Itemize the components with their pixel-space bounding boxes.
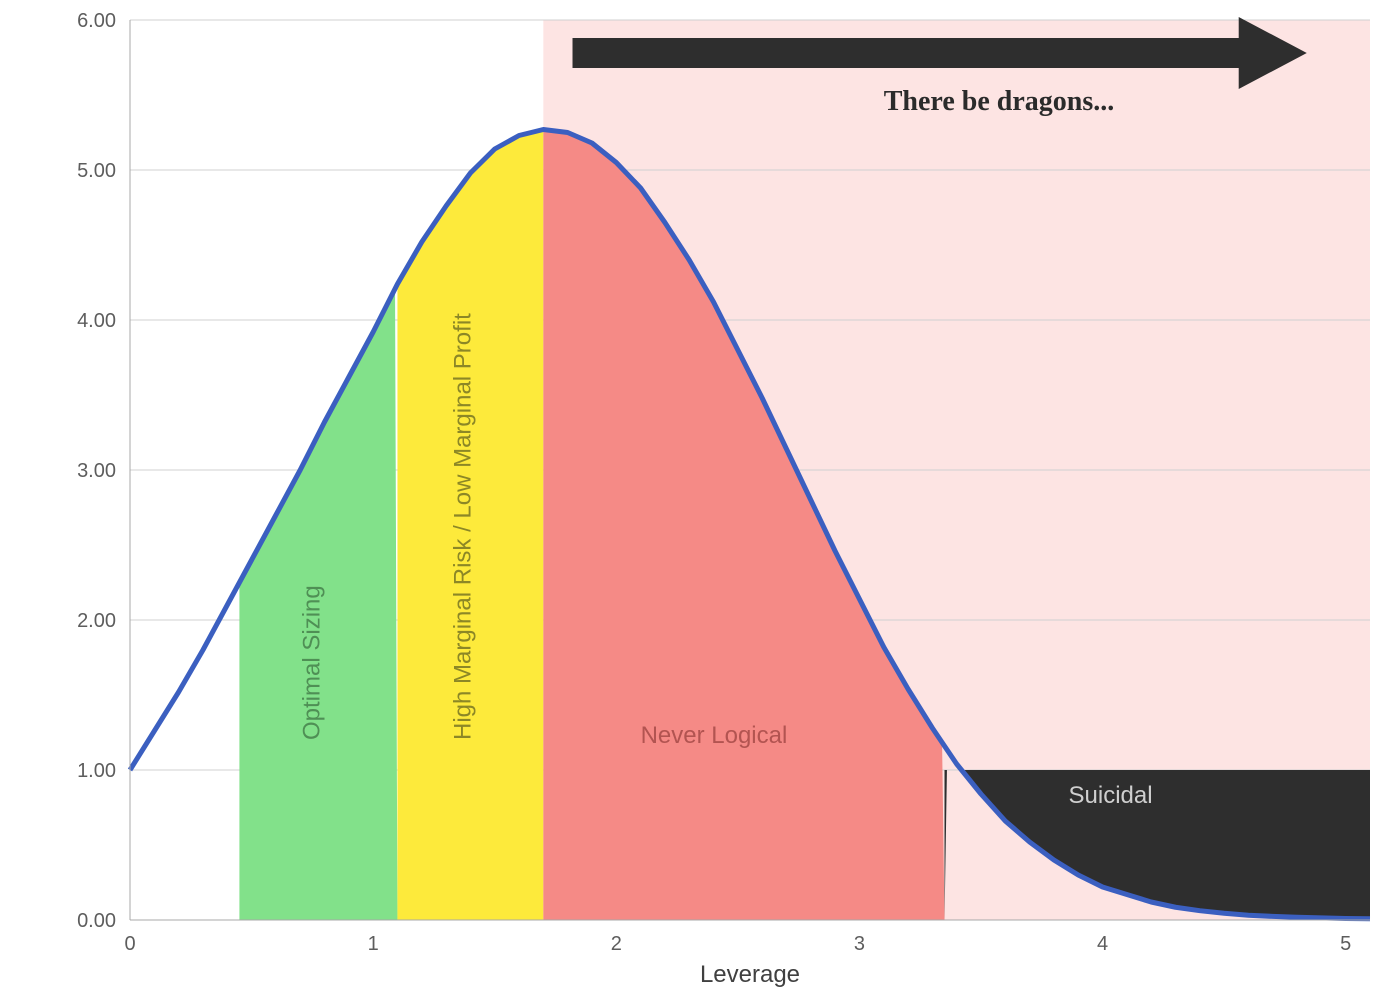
zone-label-optimal: Optimal Sizing <box>299 585 326 740</box>
y-tick-label: 6.00 <box>77 10 116 32</box>
x-tick-label: 5 <box>1340 933 1351 955</box>
y-tick-label: 3.00 <box>77 460 116 482</box>
y-tick-label: 5.00 <box>77 160 116 182</box>
zone-label-suicidal: Suicidal <box>1069 782 1153 809</box>
zone-label-highrisk: High Marginal Risk / Low Marginal Profit <box>449 313 476 740</box>
zone-label-never: Never Logical <box>641 722 788 749</box>
leverage-chart: 0.00 1.00 2.00 3.00 4.00 5.00 6.00 0 1 2 3 4 5 Levera… <box>0 0 1400 1000</box>
x-tick-label: 4 <box>1097 933 1108 955</box>
x-axis-title: Leverage <box>700 961 800 988</box>
y-tick-label: 2.00 <box>77 610 116 632</box>
y-tick-label: 0.00 <box>77 910 116 932</box>
x-tick-label: 3 <box>854 933 865 955</box>
x-tick-label: 2 <box>611 933 622 955</box>
x-tick-label: 1 <box>368 933 379 955</box>
dragons-label: There be dragons... <box>884 86 1115 117</box>
y-tick-label: 1.00 <box>77 760 116 782</box>
x-tick-label: 0 <box>124 933 135 955</box>
y-tick-label: 4.00 <box>77 310 116 332</box>
